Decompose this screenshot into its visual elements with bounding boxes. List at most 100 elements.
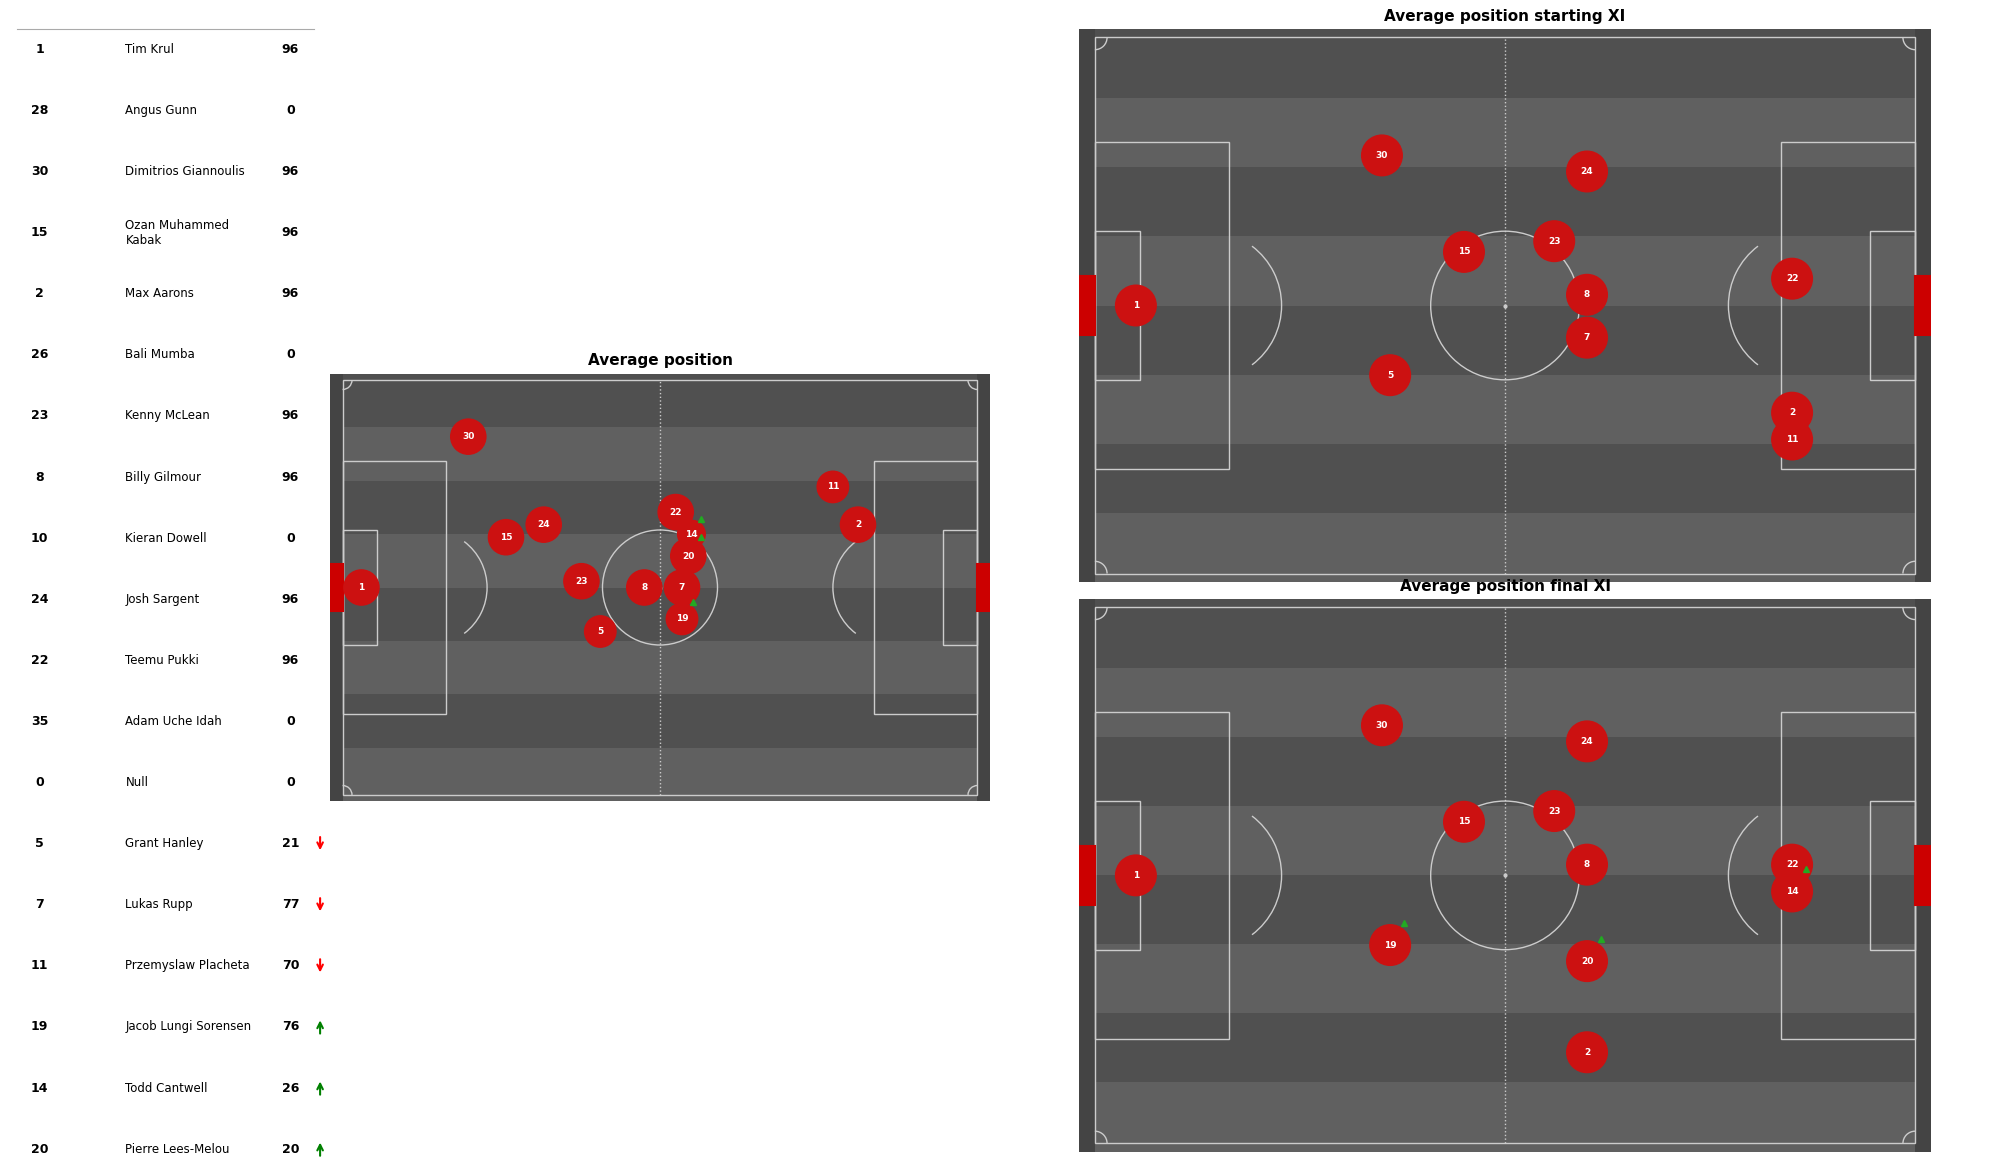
Text: 1: 1: [1132, 871, 1140, 880]
Circle shape: [344, 570, 380, 605]
Text: 70: 70: [282, 959, 300, 973]
Text: Max Aarons: Max Aarons: [126, 287, 194, 301]
Bar: [342, 640, 978, 694]
Text: 2: 2: [1788, 408, 1796, 417]
Text: 96: 96: [282, 42, 300, 56]
Circle shape: [658, 495, 694, 530]
Text: 77: 77: [282, 898, 300, 912]
Text: 2: 2: [1584, 1048, 1590, 1056]
Text: 0: 0: [286, 348, 294, 362]
Bar: [1916, 276, 1932, 335]
Text: Pierre Lees-Melou: Pierre Lees-Melou: [126, 1142, 230, 1156]
Text: 5: 5: [1388, 370, 1394, 380]
Circle shape: [1362, 705, 1402, 746]
Bar: [342, 428, 978, 481]
Circle shape: [1772, 845, 1812, 885]
Text: 11: 11: [826, 483, 840, 491]
Bar: [342, 461, 446, 714]
Text: 5: 5: [36, 837, 44, 851]
Text: Billy Gilmour: Billy Gilmour: [126, 470, 202, 484]
Bar: [342, 588, 978, 640]
Bar: [1094, 712, 1228, 1039]
Bar: [342, 535, 978, 588]
Text: Tim Krul: Tim Krul: [126, 42, 174, 56]
Circle shape: [1116, 855, 1156, 895]
Bar: [1870, 801, 1916, 949]
Text: 0: 0: [286, 103, 294, 118]
Text: 22: 22: [1786, 274, 1798, 283]
Bar: [1094, 231, 1140, 380]
Circle shape: [664, 570, 700, 605]
Circle shape: [1772, 258, 1812, 298]
Text: 15: 15: [1458, 248, 1470, 256]
Text: 0: 0: [286, 714, 294, 728]
Text: Jacob Lungi Sorensen: Jacob Lungi Sorensen: [126, 1020, 252, 1034]
Text: 1: 1: [36, 42, 44, 56]
Text: 0: 0: [286, 776, 294, 790]
Bar: [1094, 945, 1916, 1013]
Circle shape: [1566, 152, 1608, 192]
Text: Ozan Muhammed
Kabak: Ozan Muhammed Kabak: [126, 219, 230, 247]
Circle shape: [666, 603, 698, 634]
Text: 24: 24: [538, 521, 550, 529]
Text: 2: 2: [36, 287, 44, 301]
Text: Josh Sargent: Josh Sargent: [126, 592, 200, 606]
Bar: [342, 694, 978, 747]
Bar: [1916, 846, 1932, 905]
Circle shape: [1116, 286, 1156, 325]
Bar: [1094, 1082, 1916, 1152]
Text: 22: 22: [1786, 860, 1798, 870]
Text: 1: 1: [1132, 301, 1140, 310]
Bar: [1094, 306, 1916, 375]
Text: 19: 19: [1384, 940, 1396, 949]
Text: 19: 19: [30, 1020, 48, 1034]
Bar: [330, 564, 342, 611]
Text: 26: 26: [282, 1081, 300, 1095]
Text: 96: 96: [282, 409, 300, 423]
Text: 96: 96: [282, 653, 300, 667]
Circle shape: [1534, 791, 1574, 832]
Text: Teemu Pukki: Teemu Pukki: [126, 653, 200, 667]
Text: 0: 0: [36, 776, 44, 790]
Text: 30: 30: [1376, 150, 1388, 160]
Bar: [1870, 231, 1916, 380]
Text: 35: 35: [30, 714, 48, 728]
Circle shape: [1444, 231, 1484, 273]
Text: 24: 24: [30, 592, 48, 606]
Circle shape: [1444, 801, 1484, 842]
Text: 24: 24: [1580, 737, 1594, 746]
Circle shape: [1362, 135, 1402, 176]
Bar: [1094, 375, 1916, 444]
Text: 11: 11: [30, 959, 48, 973]
Text: 23: 23: [576, 577, 588, 585]
Text: 8: 8: [1584, 290, 1590, 300]
Text: 14: 14: [30, 1081, 48, 1095]
Text: 30: 30: [30, 165, 48, 179]
Text: 8: 8: [642, 583, 648, 592]
Bar: [1782, 142, 1916, 469]
Bar: [1094, 99, 1916, 167]
Bar: [1094, 738, 1916, 806]
Bar: [1078, 276, 1094, 335]
Circle shape: [1370, 925, 1410, 966]
Circle shape: [1566, 317, 1608, 358]
Circle shape: [670, 538, 706, 573]
Text: 20: 20: [30, 1142, 48, 1156]
Circle shape: [1534, 221, 1574, 262]
Text: 96: 96: [282, 470, 300, 484]
Text: 23: 23: [1548, 236, 1560, 246]
Bar: [342, 481, 978, 535]
Text: 8: 8: [36, 470, 44, 484]
Text: Przemyslaw Placheta: Przemyslaw Placheta: [126, 959, 250, 973]
Text: 15: 15: [500, 532, 512, 542]
Text: 22: 22: [30, 653, 48, 667]
Title: Average position starting XI: Average position starting XI: [1384, 9, 1626, 24]
Text: Bali Mumba: Bali Mumba: [126, 348, 196, 362]
Text: Adam Uche Idah: Adam Uche Idah: [126, 714, 222, 728]
Text: 11: 11: [1786, 435, 1798, 444]
Text: 0: 0: [286, 531, 294, 545]
Text: 7: 7: [36, 898, 44, 912]
Bar: [1094, 599, 1916, 669]
Text: 14: 14: [1786, 887, 1798, 897]
Text: 7: 7: [1584, 334, 1590, 342]
